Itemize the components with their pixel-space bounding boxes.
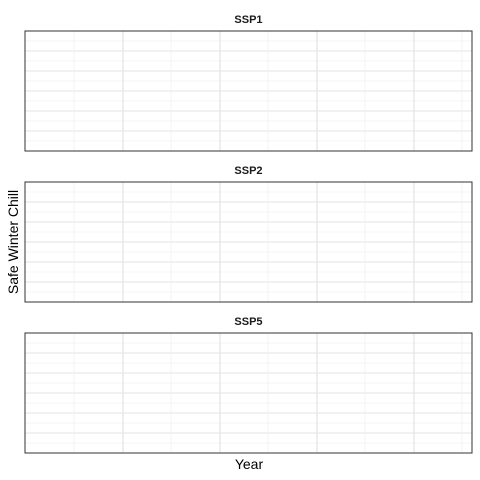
x-axis-label: Year	[235, 456, 264, 472]
panel-title: SSP2	[234, 165, 262, 177]
panel-border	[24, 30, 473, 152]
panels-layer: SSP1 SSP2 SSP5	[24, 14, 473, 454]
panel-title: SSP5	[234, 316, 262, 328]
facet-panel-ssp5: SSP5	[24, 316, 473, 454]
y-axis-label: Safe Winter Chill	[5, 190, 21, 294]
panel-title: SSP1	[234, 14, 262, 26]
panel-border	[24, 332, 473, 454]
facet-panel-ssp2: SSP2	[24, 165, 473, 303]
panel-border	[24, 181, 473, 303]
facet-panel-ssp1: SSP1	[24, 14, 473, 152]
